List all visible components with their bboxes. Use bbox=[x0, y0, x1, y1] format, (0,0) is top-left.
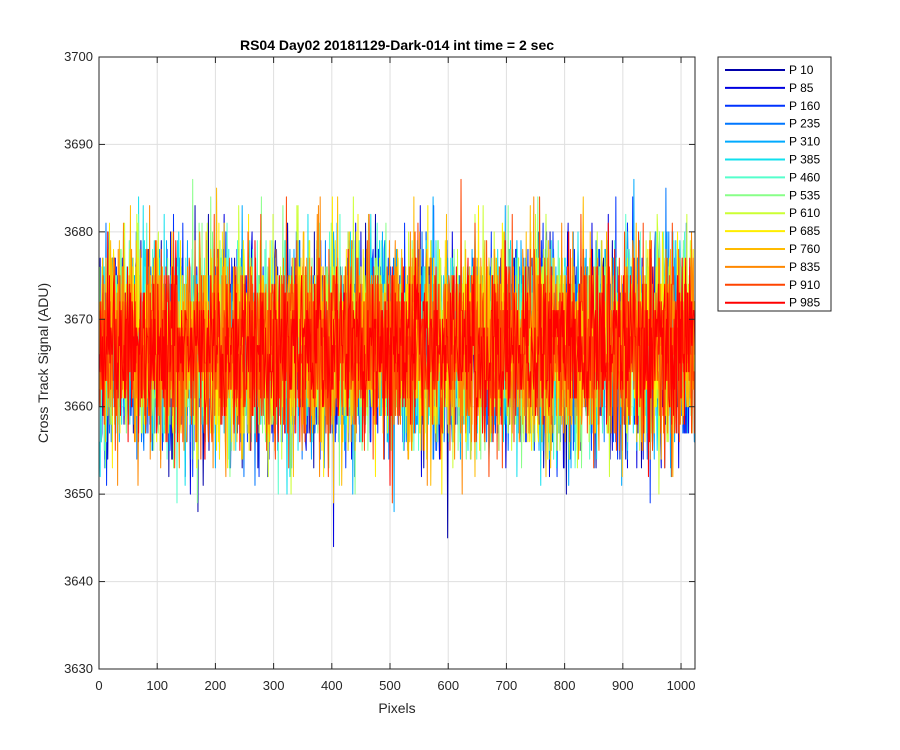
legend-label: P 985 bbox=[789, 296, 820, 310]
legend-label: P 610 bbox=[789, 206, 820, 220]
chart-title: RS04 Day02 20181129-Dark-014 int time = … bbox=[240, 37, 554, 53]
y-tick-label: 3670 bbox=[64, 311, 93, 326]
series-layer bbox=[99, 178, 695, 548]
x-tick-label: 1000 bbox=[667, 678, 696, 693]
legend-label: P 385 bbox=[789, 153, 820, 167]
x-tick-label: 200 bbox=[205, 678, 227, 693]
legend-label: P 910 bbox=[789, 278, 820, 292]
x-tick-labels: 0 100 200 300 400 500 600 700 800 900 1000 bbox=[95, 678, 695, 693]
y-tick-label: 3700 bbox=[64, 49, 93, 64]
x-tick-label: 600 bbox=[437, 678, 459, 693]
legend-label: P 10 bbox=[789, 63, 814, 77]
plot-frame bbox=[98, 56, 696, 670]
x-axis-label: Pixels bbox=[378, 700, 415, 716]
x-tick-label: 900 bbox=[612, 678, 634, 693]
y-tick-label: 3660 bbox=[64, 399, 93, 414]
x-tick-label: 800 bbox=[554, 678, 576, 693]
series-line-p985 bbox=[99, 222, 695, 486]
x-tick-label: 400 bbox=[321, 678, 343, 693]
legend-label: P 535 bbox=[789, 188, 820, 202]
y-tick-label: 3690 bbox=[64, 136, 93, 151]
x-tick-label: 0 bbox=[95, 678, 102, 693]
x-tick-label: 700 bbox=[496, 678, 518, 693]
x-tick-label: 100 bbox=[146, 678, 168, 693]
y-tick-labels: 3630 3640 3650 3660 3670 3680 3690 3700 bbox=[64, 49, 93, 676]
x-tick-label: 300 bbox=[263, 678, 285, 693]
y-tick-label: 3680 bbox=[64, 224, 93, 239]
legend-label: P 685 bbox=[789, 224, 820, 238]
y-axis-label: Cross Track Signal (ADU) bbox=[35, 283, 51, 443]
legend-label: P 310 bbox=[789, 135, 820, 149]
legend-label: P 85 bbox=[789, 81, 814, 95]
legend-label: P 460 bbox=[789, 170, 820, 184]
ticks bbox=[98, 56, 695, 670]
legend-label: P 235 bbox=[789, 117, 820, 131]
legend-label: P 760 bbox=[789, 242, 820, 256]
legend: P 10 P 85 P 160 P 235 P 310 P 385 P 460 P 535 P … bbox=[717, 56, 832, 312]
legend-label: P 835 bbox=[789, 260, 820, 274]
y-tick-label: 3650 bbox=[64, 486, 93, 501]
y-tick-label: 3640 bbox=[64, 574, 93, 589]
y-tick-label: 3630 bbox=[64, 661, 93, 676]
legend-box bbox=[717, 56, 832, 312]
x-tick-label: 500 bbox=[379, 678, 401, 693]
legend-label: P 160 bbox=[789, 99, 820, 113]
